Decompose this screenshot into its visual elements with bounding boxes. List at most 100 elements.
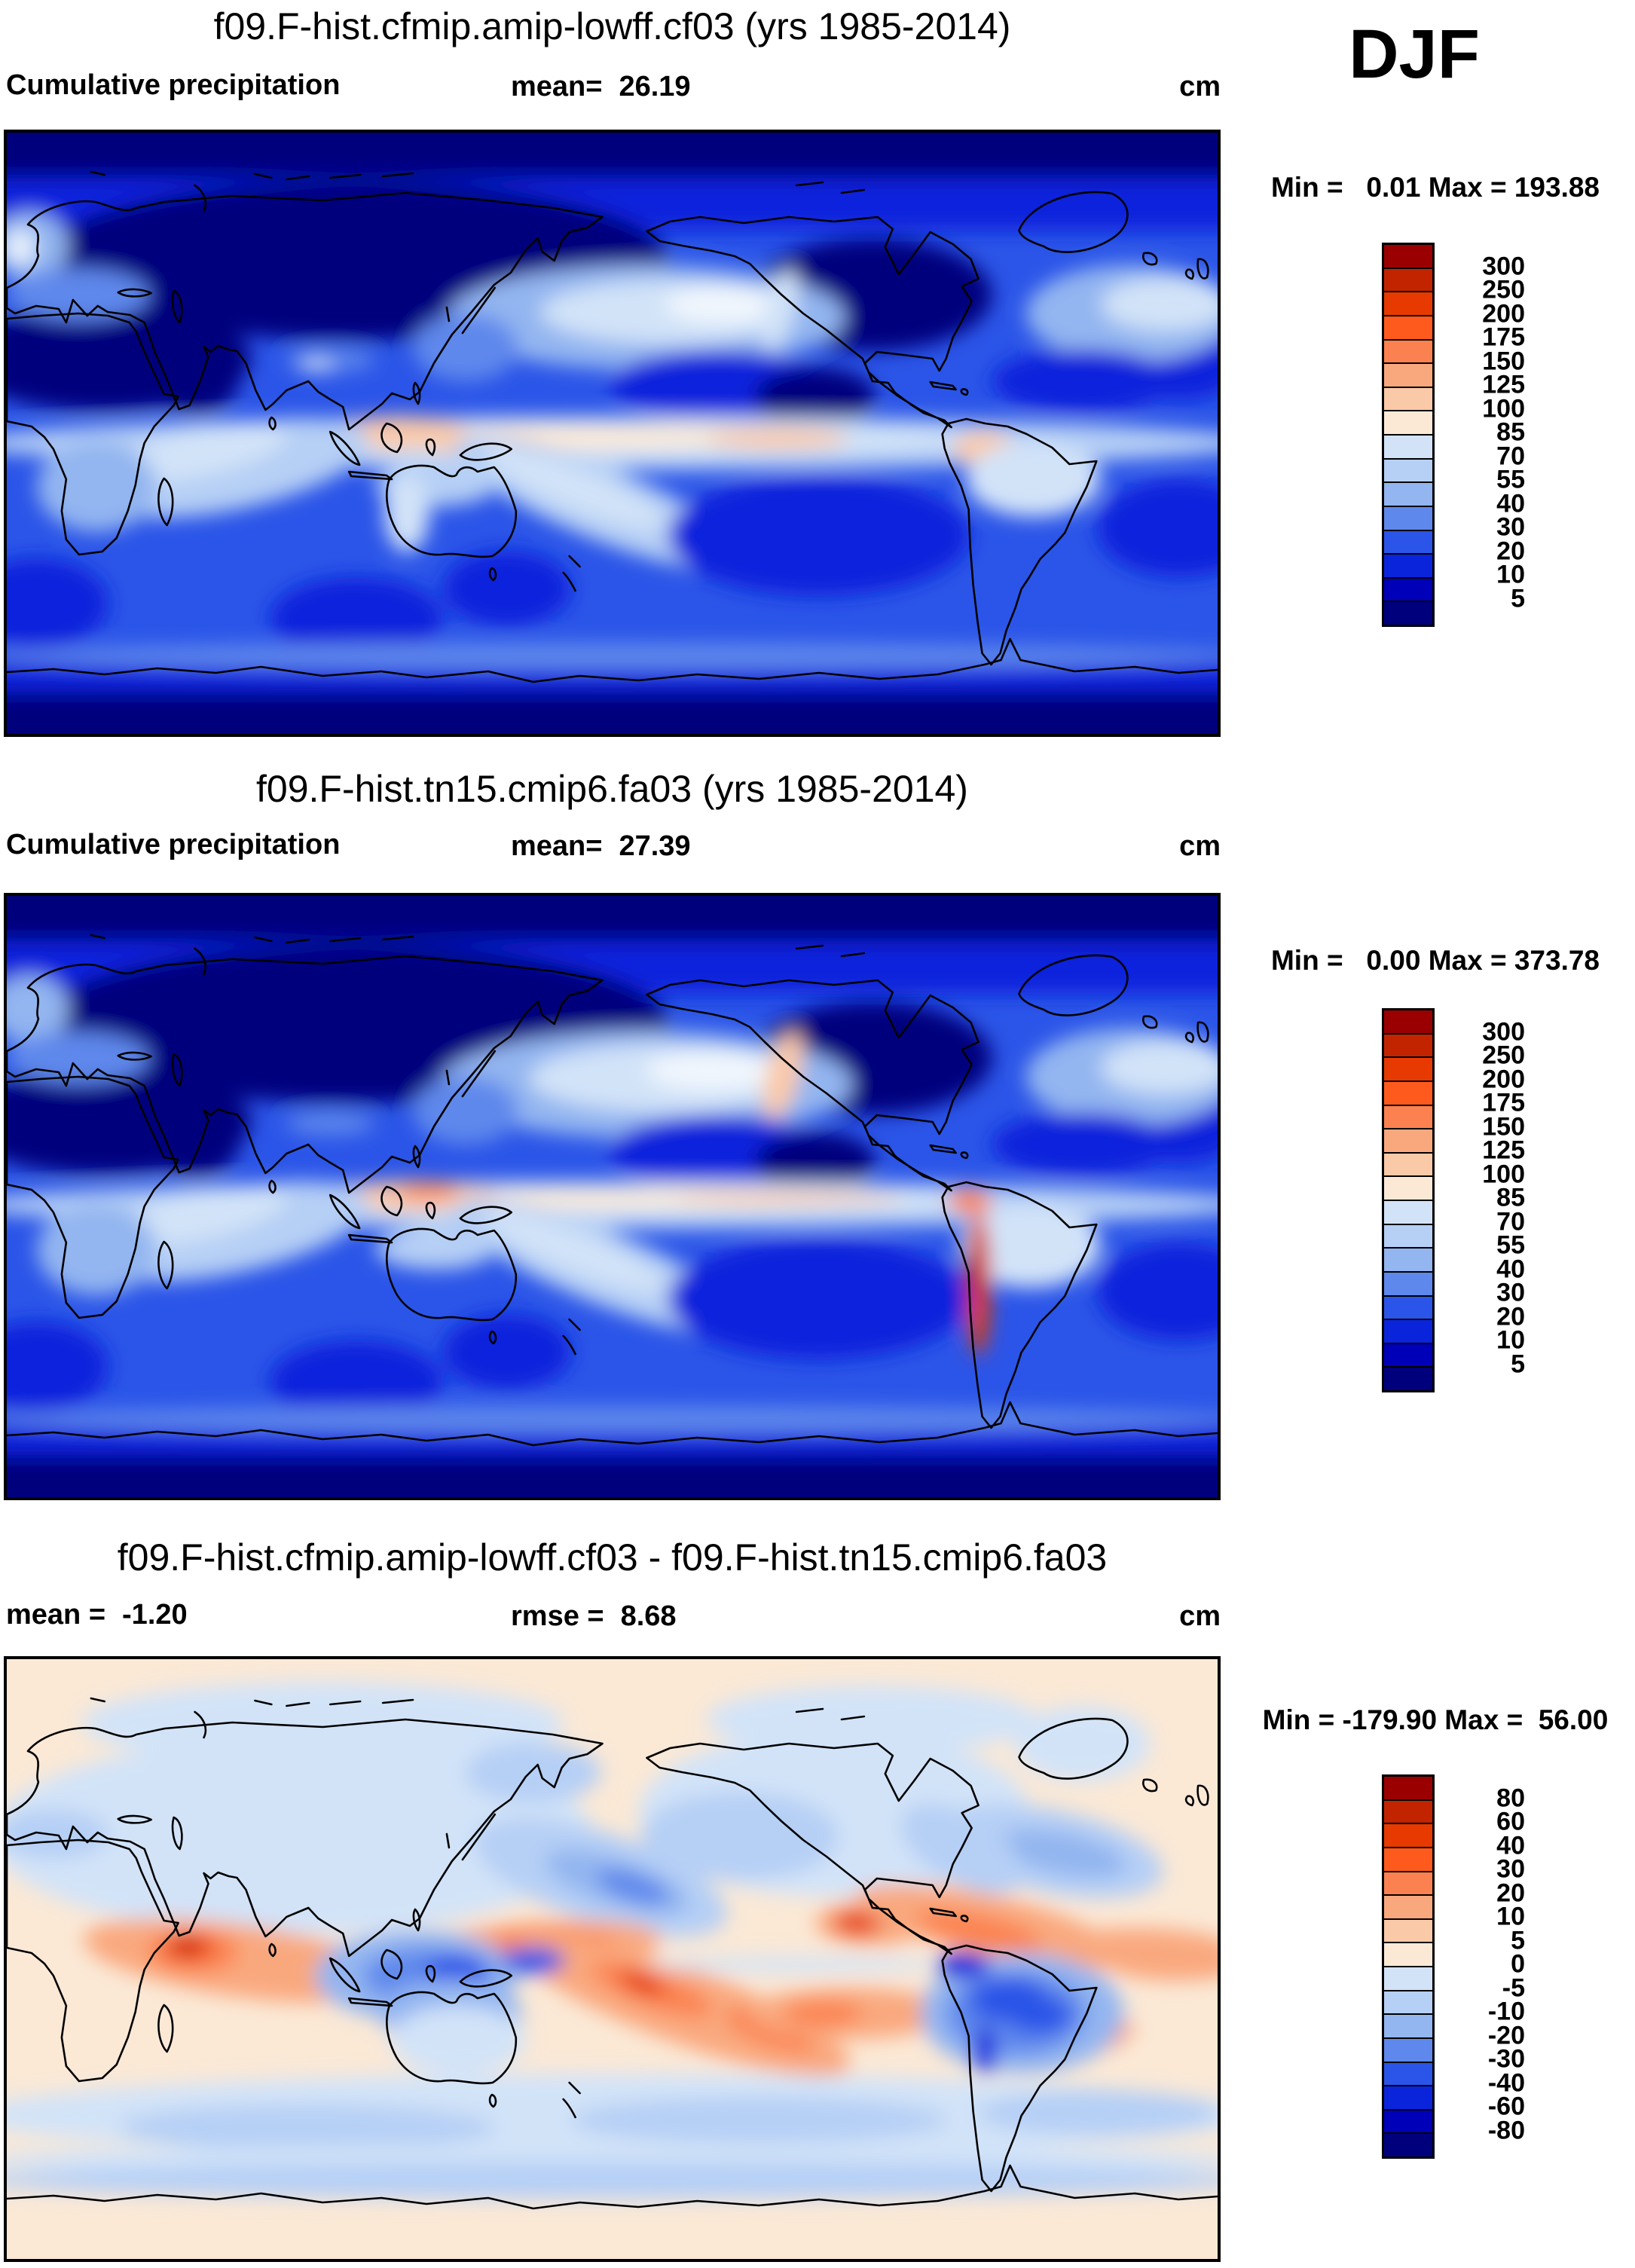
panel3-mean-stat: mean = -1.20 [6, 1599, 188, 1631]
panel1-units: cm [1179, 71, 1221, 102]
colorbar-segment [1384, 1823, 1432, 1847]
panel2-colorbar-segments [1382, 1008, 1435, 1392]
colorbar-segment [1384, 1247, 1432, 1271]
colorbar-tick-label: -80 [1487, 2116, 1525, 2144]
colorbar-segment [1384, 1151, 1432, 1176]
panel1-map [4, 130, 1221, 737]
colorbar-segment [1384, 267, 1432, 292]
colorbar-tick-label: 80 [1496, 1784, 1525, 1812]
colorbar-segment [1384, 1342, 1432, 1367]
colorbar-tick-label: 55 [1496, 465, 1525, 494]
colorbar-segment [1384, 1128, 1432, 1152]
colorbar-segment [1384, 1294, 1432, 1319]
colorbar-segment [1384, 338, 1432, 363]
colorbar-tick-label: 30 [1496, 512, 1525, 542]
panel1-title: f09.F-hist.cfmip.amip-lowff.cf03 (yrs 19… [213, 5, 1011, 47]
colorbar-tick-label: -20 [1487, 2021, 1525, 2049]
panel1-variable-label: Cumulative precipitation [6, 69, 341, 101]
panel3-colorbar-labels: 80 60 40 30 20 10 5 0 -5 -10 -20 -30 -40 -60 -80 [1445, 1774, 1525, 2154]
colorbar-segment [1384, 1104, 1432, 1129]
colorbar-segment [1384, 553, 1432, 577]
panel1-colorbar-labels: 300 250 200 175 150 125 100 85 70 55 40 30 20 10 5 [1445, 243, 1525, 622]
colorbar-tick-label: 20 [1496, 1878, 1525, 1907]
colorbar-tick-label: 5 [1511, 1349, 1525, 1378]
panel2-colorbar-labels: 300 250 200 175 150 125 100 85 70 55 40 30 20 10 5 [1445, 1008, 1525, 1388]
colorbar-segment [1384, 2013, 1432, 2037]
colorbar-tick-label: 150 [1482, 347, 1525, 375]
colorbar-segment [1384, 1319, 1432, 1343]
panel1-colorbar: 300 250 200 175 150 125 100 85 70 55 40 30 20 10 5 [1382, 243, 1525, 627]
colorbar-segment [1384, 1846, 1432, 1871]
colorbar-tick-label: -5 [1502, 1973, 1525, 2002]
colorbar-segment [1384, 1175, 1432, 1200]
colorbar-segment [1384, 1270, 1432, 1295]
colorbar-segment [1384, 2061, 1432, 2086]
panel3-minmax: Min = -179.90 Max = 56.00 [1262, 1704, 1609, 1735]
colorbar-segment [1384, 1989, 1432, 2014]
colorbar-segment [1384, 1777, 1432, 1799]
colorbar-segment [1384, 386, 1432, 411]
colorbar-tick-label: 40 [1496, 1831, 1525, 1860]
colorbar-tick-label: 10 [1496, 1902, 1525, 1931]
colorbar-segment [1384, 1870, 1432, 1895]
colorbar-segment [1384, 481, 1432, 506]
colorbar-tick-label: 30 [1496, 1854, 1525, 1884]
colorbar-tick-label: 0 [1511, 1949, 1525, 1979]
colorbar-segment [1384, 291, 1432, 315]
colorbar-tick-label: 175 [1482, 1088, 1525, 1117]
colorbar-segment [1384, 1032, 1432, 1057]
colorbar-tick-label: 175 [1482, 322, 1525, 352]
panel1-mean-stat: mean= 26.19 [511, 71, 691, 102]
colorbar-segment [1384, 1200, 1432, 1224]
panel3-colorbar-segments [1382, 1774, 1435, 2159]
colorbar-segment [1384, 505, 1432, 530]
colorbar-tick-label: 5 [1511, 584, 1525, 613]
colorbar-segment [1384, 1894, 1432, 1918]
colorbar-segment [1384, 1942, 1432, 1966]
colorbar-segment [1384, 1799, 1432, 1823]
panel2-map [4, 893, 1221, 1500]
colorbar-segment [1384, 1080, 1432, 1105]
colorbar-tick-label: -10 [1487, 1997, 1525, 2026]
colorbar-segment [1384, 410, 1432, 434]
panel1-minmax: Min = 0.01 Max = 193.88 [1270, 172, 1600, 203]
panel2-title: f09.F-hist.tn15.cmip6.fa03 (yrs 1985-201… [256, 768, 968, 810]
colorbar-segment [1384, 529, 1432, 554]
colorbar-segment [1384, 457, 1432, 482]
colorbar-segment [1384, 1366, 1432, 1390]
colorbar-tick-label: 20 [1496, 536, 1525, 565]
colorbar-tick-label: 250 [1482, 275, 1525, 304]
colorbar-tick-label: -40 [1487, 2068, 1525, 2097]
colorbar-tick-label: 60 [1496, 1807, 1525, 1836]
panel2-colorbar: 300 250 200 175 150 125 100 85 70 55 40 30 20 10 5 [1382, 1008, 1525, 1392]
colorbar-segment [1384, 2085, 1432, 2109]
colorbar-segment [1384, 2037, 1432, 2062]
colorbar-tick-label: 200 [1482, 1065, 1525, 1093]
colorbar-tick-label: 85 [1496, 1183, 1525, 1212]
colorbar-tick-label: 150 [1482, 1112, 1525, 1141]
colorbar-tick-label: 125 [1482, 1136, 1525, 1165]
panel2-units: cm [1179, 830, 1221, 862]
panel2-mean-stat: mean= 27.39 [511, 830, 691, 862]
colorbar-tick-label: -30 [1487, 2044, 1525, 2074]
panel1-map-svg [7, 133, 1218, 734]
panel1-stats-row: Cumulative precipitation mean= 26.19 cm [4, 69, 1221, 104]
colorbar-tick-label: -60 [1487, 2092, 1525, 2121]
panel3-rmse-stat: rmse = 8.68 [511, 1600, 677, 1632]
panel3-map [4, 1656, 1221, 2262]
colorbar-tick-label: 5 [1511, 1926, 1525, 1955]
colorbar-tick-label: 40 [1496, 1255, 1525, 1283]
colorbar-segment [1384, 1010, 1432, 1033]
panel1-colorbar-segments [1382, 243, 1435, 627]
colorbar-segment [1384, 1056, 1432, 1081]
colorbar-segment [1384, 245, 1432, 267]
colorbar-segment [1384, 576, 1432, 601]
colorbar-tick-label: 20 [1496, 1302, 1525, 1331]
colorbar-tick-label: 125 [1482, 370, 1525, 399]
colorbar-segment [1384, 362, 1432, 387]
colorbar-segment [1384, 2132, 1432, 2156]
colorbar-tick-label: 70 [1496, 442, 1525, 470]
colorbar-tick-label: 300 [1482, 1017, 1525, 1046]
colorbar-tick-label: 10 [1496, 1325, 1525, 1355]
